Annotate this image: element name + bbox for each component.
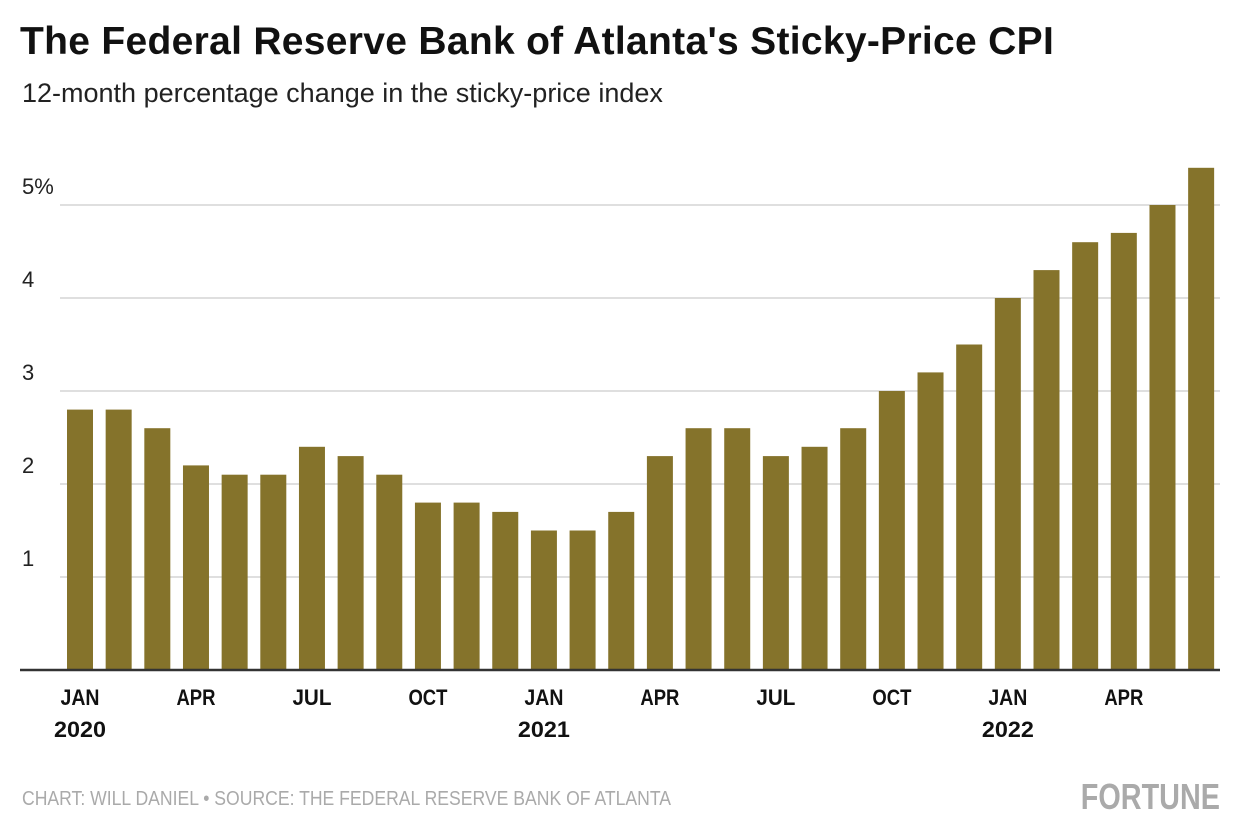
x-tick-label: OCT — [408, 685, 447, 710]
bar-2020-06 — [260, 474, 287, 670]
bar-2020-10 — [414, 502, 441, 670]
bar-2021-08 — [801, 446, 828, 670]
bar-2021-01 — [530, 530, 557, 670]
x-tick-label: APR — [176, 685, 215, 710]
bar-2021-10 — [878, 391, 905, 670]
y-tick-label: 2 — [22, 453, 34, 478]
x-tick-label: OCT — [872, 685, 911, 710]
bar-2022-03 — [1072, 242, 1099, 670]
bar-2022-04 — [1110, 232, 1137, 670]
bar-2020-03 — [144, 428, 171, 670]
x-tick-label: JUL — [756, 685, 795, 710]
bar-2021-05 — [685, 428, 712, 670]
x-tick-label: JUL — [292, 685, 331, 710]
bar-2021-12 — [956, 344, 983, 670]
bar-2021-09 — [840, 428, 867, 670]
x-tick-year: 2020 — [54, 717, 106, 742]
bar-2022-01 — [994, 298, 1021, 670]
x-tick-label: JAN — [988, 685, 1027, 710]
x-tick-label: APR — [1104, 685, 1143, 710]
x-tick-year: 2021 — [518, 717, 570, 742]
bar-2020-11 — [453, 502, 480, 670]
bar-2020-08 — [337, 456, 364, 670]
y-tick-label: 5% — [22, 174, 54, 199]
bar-2020-07 — [298, 446, 325, 670]
bar-2021-07 — [762, 456, 789, 670]
bar-2022-02 — [1033, 270, 1060, 670]
bar-2020-02 — [105, 409, 132, 670]
bar-2022-06 — [1188, 167, 1215, 671]
y-tick-label: 4 — [22, 267, 34, 292]
bar-2020-04 — [182, 465, 209, 670]
x-tick-label: JAN — [524, 685, 563, 710]
bar-2020-09 — [376, 474, 403, 670]
y-tick-label: 3 — [22, 360, 34, 385]
bar-2021-11 — [917, 372, 944, 670]
bar-2021-03 — [608, 511, 635, 670]
y-tick-label: 1 — [22, 546, 34, 571]
bar-2020-01 — [67, 409, 93, 670]
bar-chart: 1 2 3 4 5% JAN 2020 APR JUL OCT JAN 2021 APR JUL OCT JA… — [20, 167, 1220, 742]
chart-title: The Federal Reserve Bank of Atlanta's St… — [20, 20, 1055, 63]
bar-2022-05 — [1149, 205, 1176, 670]
bar-2020-12 — [492, 511, 519, 670]
bar-2021-06 — [724, 428, 751, 670]
bar-2021-02 — [569, 530, 596, 670]
x-tick-label: APR — [640, 685, 679, 710]
x-tick-label: JAN — [61, 685, 100, 710]
source-credit: CHART: WILL DANIEL • SOURCE: THE FEDERAL… — [22, 788, 672, 810]
fortune-logo: FORTUNE — [1080, 776, 1220, 817]
bar-2021-04 — [646, 456, 673, 670]
chart-subtitle: 12-month percentage change in the sticky… — [22, 78, 663, 108]
bar-2020-05 — [221, 474, 248, 670]
x-tick-year: 2022 — [982, 717, 1034, 742]
